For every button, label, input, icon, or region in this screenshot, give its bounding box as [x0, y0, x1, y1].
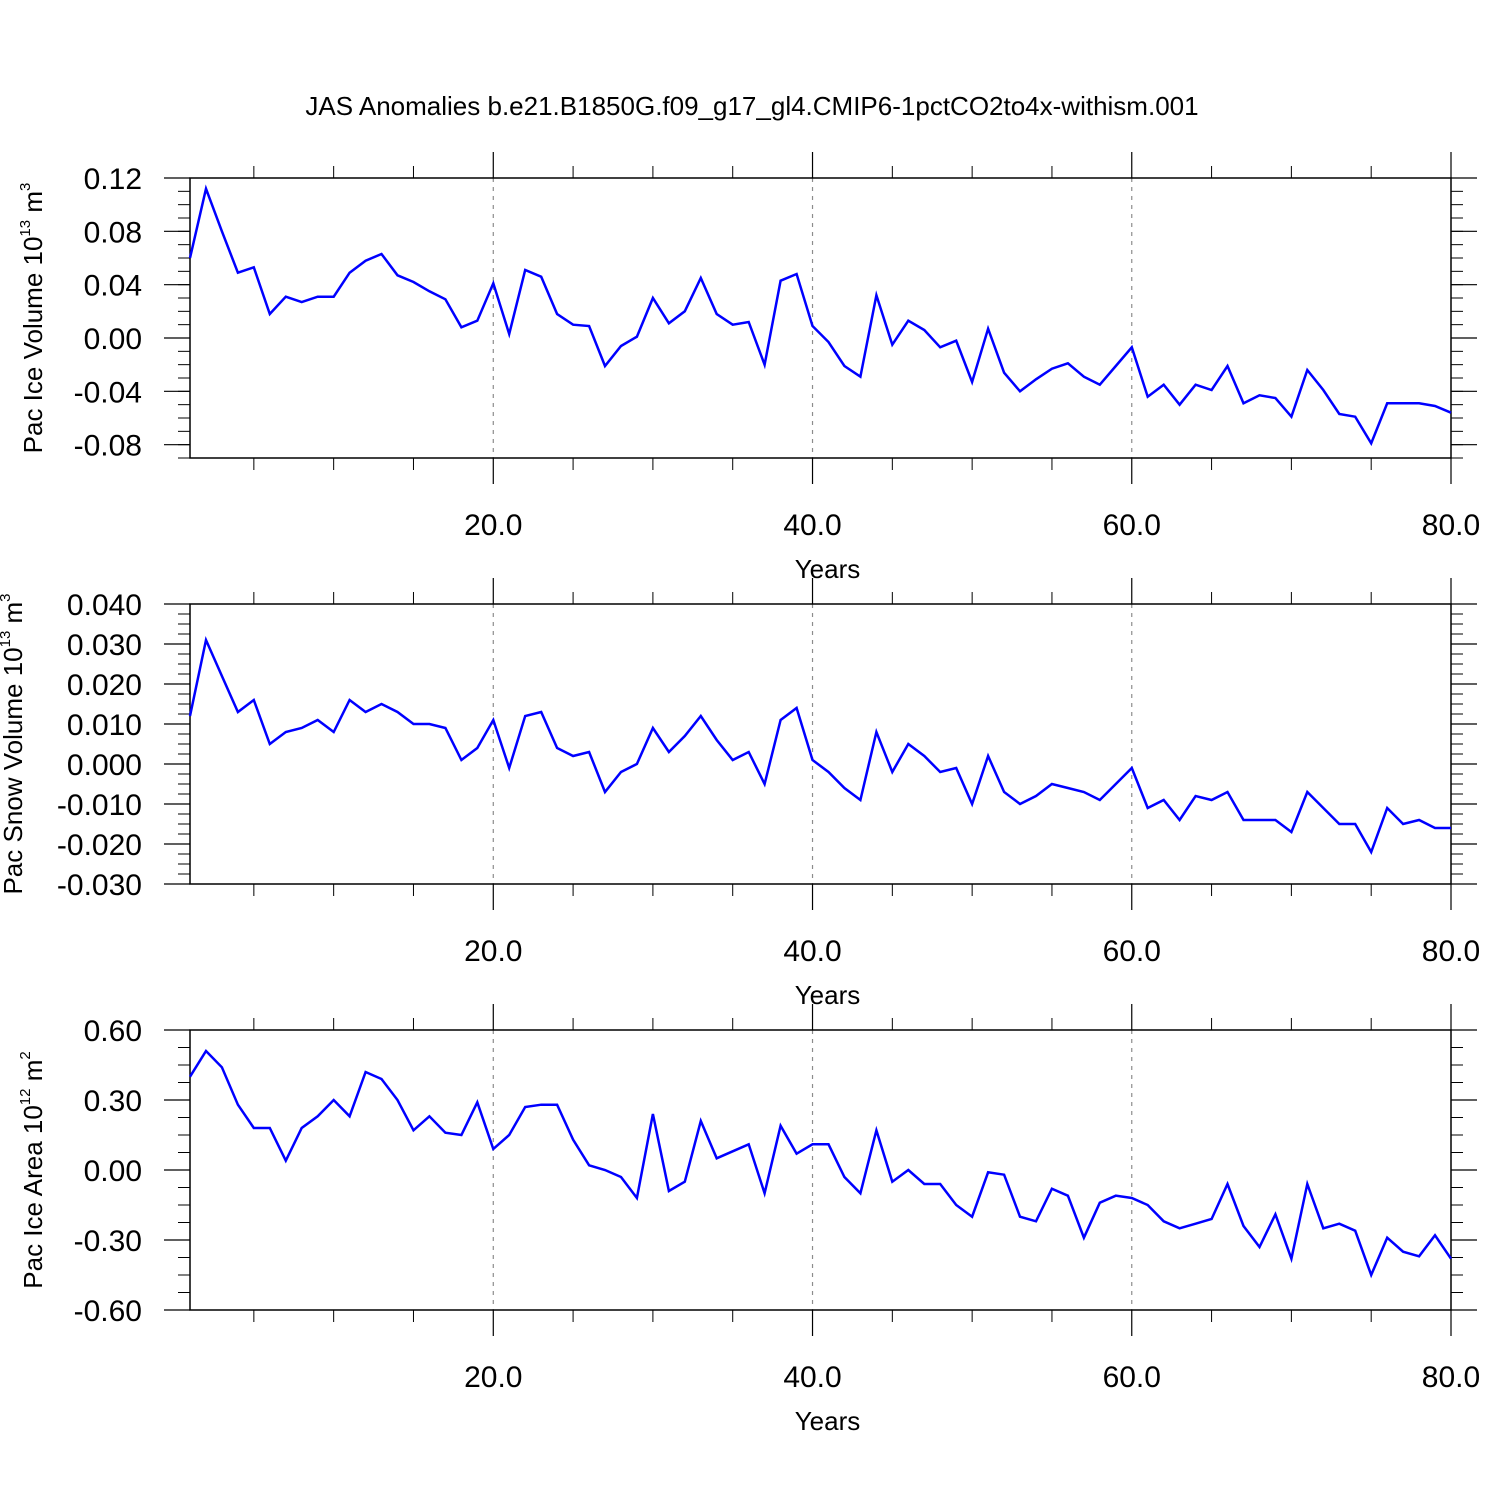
y-axis-title-exponent: 13: [17, 220, 34, 237]
series-line: [188, 635, 1451, 855]
x-tick-label: 60.0: [1103, 935, 1161, 968]
y-tick-label: 0.030: [67, 629, 142, 662]
y-tick-label: 0.010: [67, 709, 142, 742]
y-tick-label: 0.30: [84, 1085, 142, 1118]
x-tick-label: 40.0: [783, 1361, 841, 1394]
x-tick-label: 20.0: [464, 935, 522, 968]
x-tick-label: 80.0: [1422, 935, 1480, 968]
series-line: [188, 1048, 1453, 1279]
chart-panel-2: 20.0 40.0 60.0 80.0 0.040 0.030 0.020 0.010 0.00…: [0, 578, 1480, 1010]
y-axis-title-main: Pac Snow Volume 10: [0, 647, 28, 894]
panels: 20.0 40.0 60.0 80.0 0.12 0.08 0.04 0.00 -0.04 -0.…: [0, 152, 1480, 1436]
x-tick-label: 40.0: [783, 935, 841, 968]
y-axis-title-unit-exponent: 3: [17, 183, 34, 191]
plot-frame: [189, 177, 1452, 459]
y-axis-title-main: Pac Ice Volume 10: [18, 237, 48, 454]
y-tick-label: -0.30: [74, 1225, 142, 1258]
y-axis-title-unit: m: [18, 1060, 48, 1089]
y-tick-label: -0.60: [74, 1295, 142, 1328]
y-axis-title-unit: m: [0, 602, 28, 631]
y-axis-title-unit-exponent: 2: [17, 1051, 34, 1059]
y-tick-label: 0.000: [67, 749, 142, 782]
y-tick-label: -0.04: [74, 376, 142, 409]
y-axis-title-main: Pac Ice Area 10: [18, 1105, 48, 1289]
figure-title: JAS Anomalies b.e21.B1850G.f09_g17_gl4.C…: [305, 91, 1198, 121]
y-axis-title: Pac Snow Volume 1013 m3: [0, 593, 28, 894]
y-axis-title-exponent: 12: [17, 1088, 34, 1105]
y-tick-label: 0.00: [84, 1155, 142, 1188]
y-tick-label: -0.020: [57, 829, 142, 862]
x-axis-title: Years: [795, 980, 861, 1010]
y-tick-label: -0.010: [57, 789, 142, 822]
y-tick-label: 0.040: [67, 589, 142, 622]
y-tick-label: 0.020: [67, 669, 142, 702]
y-tick-label: -0.030: [57, 869, 142, 902]
x-tick-label: 20.0: [464, 1361, 522, 1394]
y-tick-label: -0.08: [74, 430, 142, 463]
x-axis-title: Years: [795, 1406, 861, 1436]
y-axis-title-exponent: 13: [0, 631, 14, 648]
x-axis-title: Years: [795, 554, 861, 584]
y-axis-title: Pac Ice Area 1012 m2: [17, 1051, 48, 1288]
x-tick-label: 80.0: [1422, 509, 1480, 542]
y-tick-label: 0.12: [84, 163, 142, 196]
y-tick-label: 0.04: [84, 270, 142, 303]
y-axis-title-unit: m: [18, 191, 48, 220]
y-tick-label: 0.08: [84, 216, 142, 249]
y-tick-label: 0.00: [84, 323, 142, 356]
chart-panel-1: 20.0 40.0 60.0 80.0 0.12 0.08 0.04 0.00 -0.04 -0.…: [17, 152, 1480, 584]
x-tick-label: 80.0: [1422, 1361, 1480, 1394]
y-axis-title-unit-exponent: 3: [0, 593, 14, 601]
x-tick-label: 60.0: [1103, 509, 1161, 542]
x-tick-label: 40.0: [783, 509, 841, 542]
y-tick-label: 0.60: [84, 1015, 142, 1048]
chart-panel-3: 20.0 40.0 60.0 80.0 0.60 0.30 0.00 -0.30 -0.60 Ye…: [17, 1004, 1480, 1436]
series-line: [188, 184, 1452, 447]
y-axis-title: Pac Ice Volume 1013 m3: [17, 183, 48, 454]
plot-frame: [189, 603, 1452, 885]
plot-frame: [189, 1029, 1452, 1311]
x-tick-label: 20.0: [464, 509, 522, 542]
x-tick-label: 60.0: [1103, 1361, 1161, 1394]
